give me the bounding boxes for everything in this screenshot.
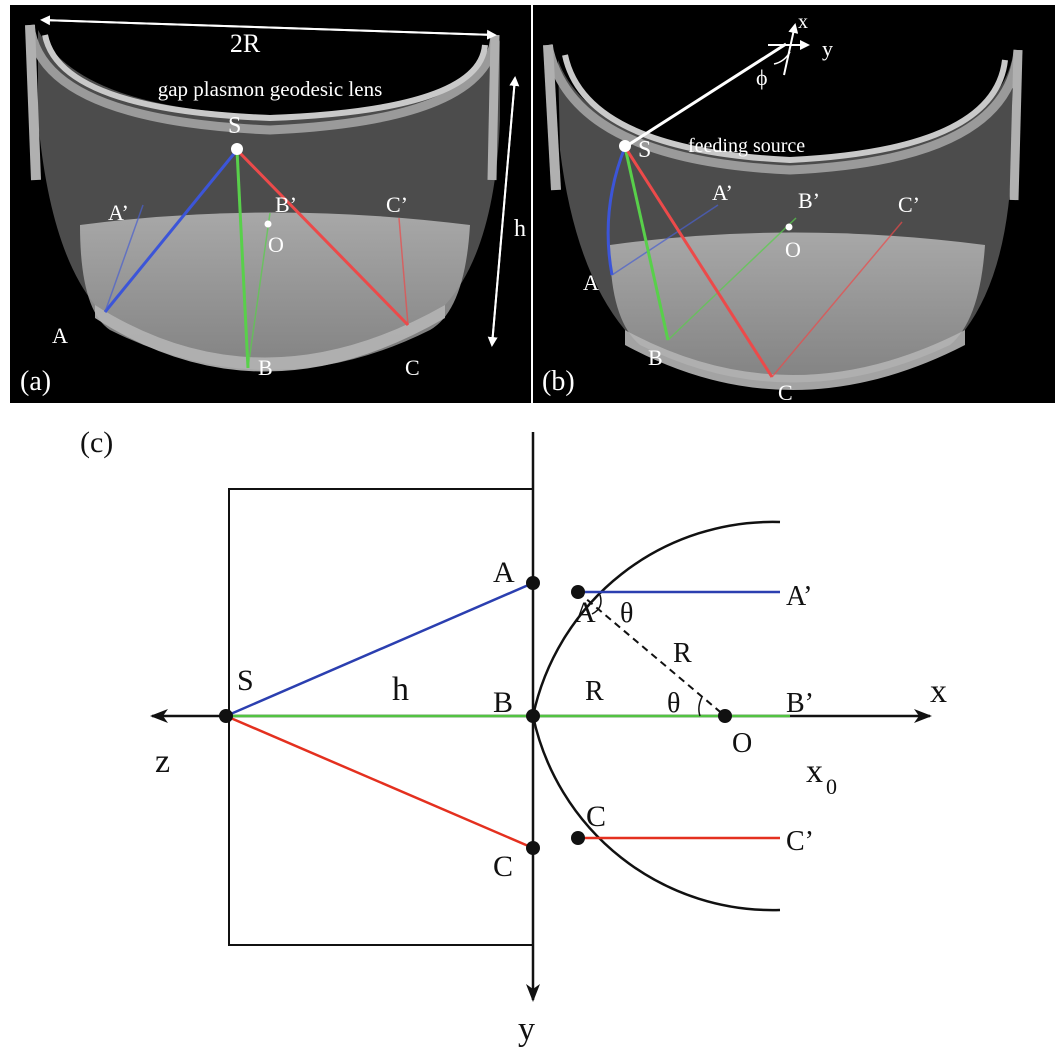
label-A-prime-b: A’ (712, 180, 733, 205)
panel-c-label: (c) (80, 426, 113, 459)
label-C-c: C (493, 850, 513, 883)
lens-right-edge-b (1009, 49, 1023, 201)
lens-rim-inner (42, 34, 488, 122)
label-B-b: B (648, 345, 663, 370)
ray-BB-prime-b (667, 217, 797, 341)
label-O: O (268, 232, 284, 257)
label-C2-c: C (586, 800, 606, 833)
label-C-prime-b: C’ (898, 192, 920, 217)
point-O-c (718, 709, 732, 723)
label-B-prime-b: B’ (798, 188, 820, 213)
panel-c: (c) S h A B C A C θ R R θ O A’ B’ C’ x z… (80, 426, 947, 1048)
label-A-prime-c: A’ (786, 581, 812, 612)
ray-SA-b (606, 146, 627, 276)
point-B-c (526, 709, 540, 723)
label-A-c: A (493, 556, 515, 589)
axis-x-label-b: x (798, 11, 808, 33)
center-point-O (264, 220, 272, 228)
axis-x-label-c: x (930, 673, 947, 710)
ray-CC-prime (398, 217, 409, 326)
label-S-c: S (237, 664, 254, 697)
label-C-prime-c: C’ (786, 826, 814, 857)
source-point-S-b (619, 140, 631, 152)
label-C-prime: C’ (386, 192, 408, 217)
lens-title: gap plasmon geodesic lens (158, 77, 383, 101)
ray-AA-prime (104, 204, 144, 313)
ray-SC-b (623, 146, 774, 378)
source-point-S (231, 143, 243, 155)
point-A-c (526, 576, 540, 590)
x0-subscript: 0 (826, 774, 837, 799)
label-A-b: A (583, 270, 599, 295)
source-direction-line (624, 42, 787, 149)
lens-left-edge-b (543, 44, 561, 191)
axis-z-label-c: z (155, 743, 170, 780)
R-label-axis: R (585, 676, 604, 707)
ray-BB-prime (247, 212, 271, 369)
label-O-b: O (785, 237, 801, 262)
ray-SB (235, 149, 250, 369)
theta-label-top: θ (620, 598, 633, 629)
height-label: h (514, 216, 526, 242)
ray-SB-b (623, 146, 670, 341)
label-A: A (52, 323, 68, 348)
ray-CC-prime-b (771, 221, 903, 378)
point-S-c (219, 709, 233, 723)
label-B-prime: B’ (275, 192, 297, 217)
label-C-b: C (778, 380, 793, 405)
panel-b: x y ϕ S feeding source A’ B’ C’ O A B C … (533, 5, 1055, 405)
label-O-c: O (732, 728, 752, 759)
theta-arc-top (591, 594, 602, 615)
axis-y-label-b: y (822, 36, 833, 61)
ray-SC (235, 148, 410, 327)
phi-label: ϕ (756, 65, 768, 90)
label-A-prime: A’ (108, 200, 129, 225)
lens-floor (80, 212, 470, 370)
phi-arc (773, 51, 791, 65)
panel-a-label: (a) (20, 366, 51, 397)
lens-rim-outer-b (543, 44, 1023, 175)
diameter-arrow-back (40, 15, 496, 36)
ray-SC-c (225, 714, 534, 850)
height-arrow-back (491, 76, 520, 346)
lens-rim-bottom-b (625, 330, 965, 390)
theta-arc-bottom (698, 696, 703, 717)
axis-y-label-c: y (518, 1011, 535, 1048)
label-h-c: h (392, 671, 409, 708)
label-B-c: B (493, 686, 513, 719)
point-C2-c (571, 831, 585, 845)
lens-left-edge (25, 24, 41, 181)
label-S: S (228, 113, 241, 139)
label-S-b: S (638, 137, 651, 163)
ray-SA-c (225, 581, 534, 718)
theta-label-bottom: θ (667, 688, 680, 719)
panel-a: 2R gap plasmon geodesic lens h S A’ B’ C… (10, 5, 531, 403)
label-C: C (405, 355, 420, 380)
panel-b-label: (b) (542, 366, 575, 397)
label-A2-c: A (574, 596, 596, 629)
point-C-c (526, 841, 540, 855)
radius-dashed (577, 591, 726, 717)
diameter-label: 2R (230, 29, 261, 58)
R-label-dashed: R (673, 638, 692, 669)
lens-rim-inner-b (562, 54, 1008, 164)
label-B: B (258, 355, 273, 380)
x0-label: x (806, 753, 823, 790)
x-axis-arrow (783, 23, 799, 76)
ray-SA (103, 149, 239, 313)
center-point-O-b (785, 223, 793, 231)
lens-right-edge (487, 34, 500, 181)
label-B-prime-c: B’ (786, 688, 814, 719)
lens-rim-bottom (95, 305, 445, 372)
feeding-source-label: feeding source (688, 135, 805, 157)
ray-AA-prime-b (611, 204, 719, 276)
point-A2-c (571, 585, 585, 599)
lens-rim-outer (25, 24, 500, 135)
